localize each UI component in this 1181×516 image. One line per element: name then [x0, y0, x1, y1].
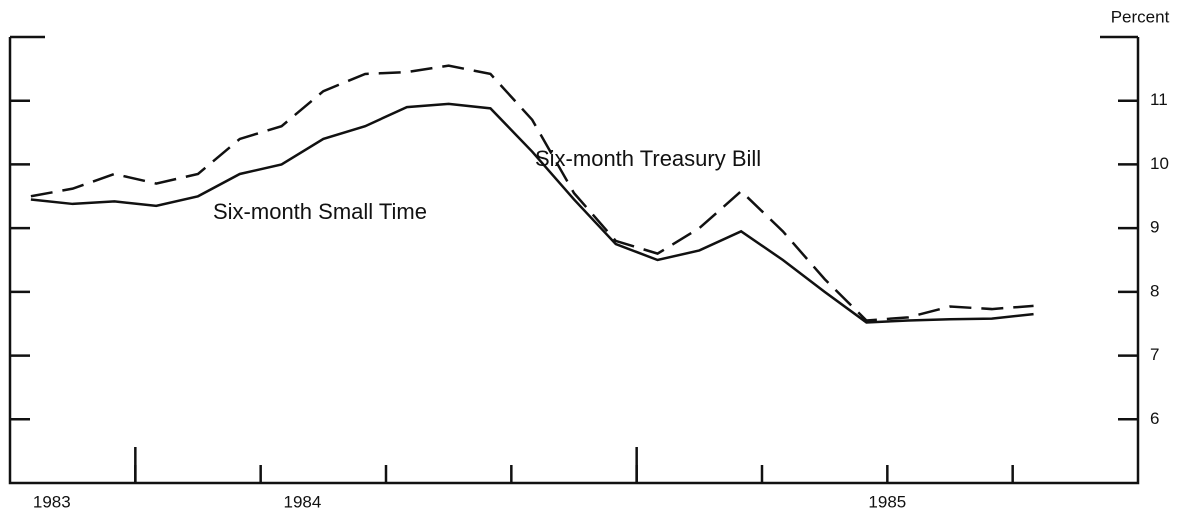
y-tick-label: 6	[1150, 409, 1159, 428]
y-tick-label: 10	[1150, 154, 1169, 173]
y-axis-label: Percent	[1111, 7, 1170, 26]
series-label: Six-month Small Time	[213, 199, 427, 224]
y-tick-label: 9	[1150, 218, 1159, 237]
series-line	[30, 64, 1034, 322]
y-tick-label: 11	[1150, 90, 1168, 109]
x-tick-label: 1984	[284, 492, 322, 511]
axis-frame	[8, 35, 1140, 485]
series-label: Six-month Treasury Bill	[535, 146, 761, 171]
x-tick-label: 1983	[33, 492, 71, 511]
series-line	[30, 102, 1034, 324]
x-tick-label: 1985	[868, 492, 906, 511]
y-tick-label: 7	[1150, 345, 1159, 364]
y-tick-label: 8	[1150, 281, 1159, 300]
